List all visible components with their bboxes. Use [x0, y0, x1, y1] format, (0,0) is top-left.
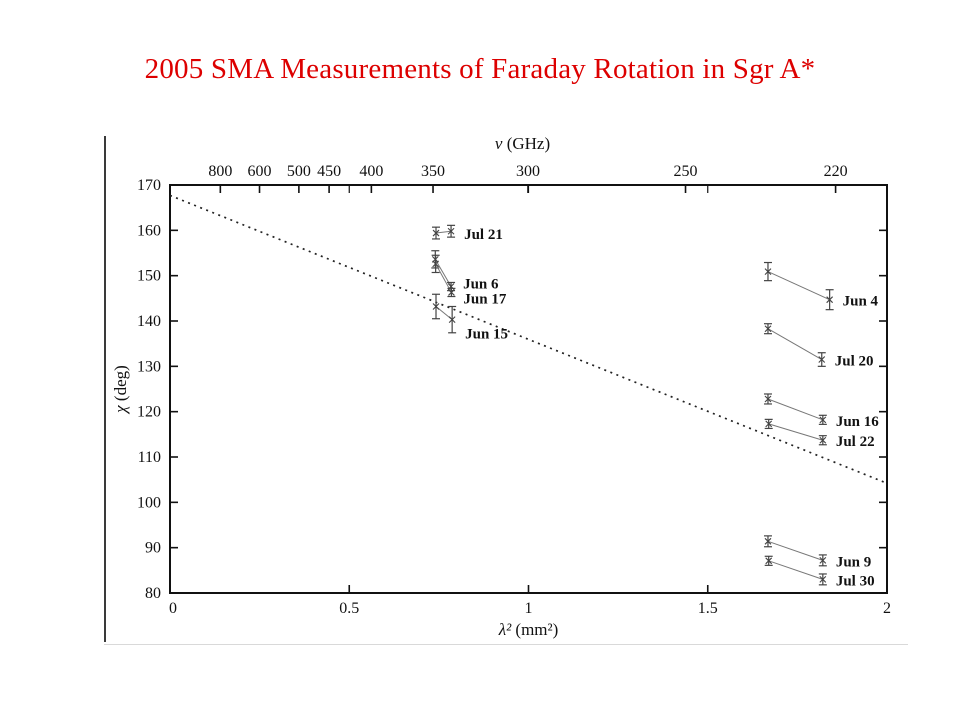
- data-point-marker: [765, 557, 773, 565]
- x-tick-label: 2: [883, 600, 891, 617]
- top-axis-label: ν (GHz): [495, 134, 550, 153]
- data-point-marker: [764, 395, 772, 403]
- series-connector: [768, 560, 823, 580]
- x-tick-label: 1.5: [698, 600, 718, 617]
- data-point-marker: [818, 356, 826, 363]
- x-tick-label: 1: [525, 600, 533, 617]
- date-label: Jun 9: [836, 554, 871, 570]
- data-point-marker: [819, 436, 827, 444]
- series-jun-17: Jun 17: [431, 254, 507, 307]
- series-connector: [767, 271, 830, 301]
- data-point-marker: [448, 289, 455, 296]
- top-tick-label: 450: [317, 163, 341, 180]
- y-tick-label: 140: [137, 313, 161, 330]
- data-point-marker: [432, 229, 440, 237]
- series-connector: [767, 398, 824, 421]
- series-jul-22: Jul 22: [764, 418, 875, 450]
- top-tick-label: 500: [287, 163, 311, 180]
- date-label: Jun 15: [465, 327, 508, 343]
- data-point-marker: [764, 268, 772, 275]
- y-tick-label: 100: [137, 494, 161, 511]
- y-tick-label: 130: [137, 358, 161, 375]
- y-tick-label: 120: [137, 404, 161, 421]
- series-connector: [768, 423, 823, 441]
- data-point-marker: [432, 260, 440, 268]
- series-jun-4: Jun 4: [763, 261, 879, 311]
- series-connector: [767, 540, 823, 561]
- date-label: Jul 20: [835, 354, 874, 370]
- y-tick-label: 150: [137, 268, 161, 285]
- data-point-marker: [819, 556, 827, 564]
- trend-line: [169, 194, 888, 485]
- y-axis-label: χ (deg): [111, 365, 130, 415]
- date-label: Jun 6: [463, 277, 499, 293]
- top-tick-label: 300: [516, 163, 540, 180]
- date-label: Jul 22: [836, 434, 875, 450]
- top-tick-label: 250: [674, 163, 698, 180]
- date-label: Jul 21: [464, 227, 503, 243]
- plot-frame: [169, 184, 888, 594]
- x-axis-label: λ² (mm²): [498, 620, 559, 639]
- top-tick-label: 220: [824, 163, 848, 180]
- x-tick-label: 0.5: [339, 600, 359, 617]
- figure-bottom-border: [104, 644, 908, 645]
- series-jul-20: Jul 20: [763, 323, 874, 370]
- slide-title: 2005 SMA Measurements of Faraday Rotatio…: [144, 53, 816, 85]
- data-point-marker: [447, 227, 455, 235]
- data-point-marker: [819, 576, 827, 583]
- data-point-marker: [765, 420, 773, 428]
- top-tick-label: 350: [421, 163, 445, 180]
- date-label: Jun 4: [843, 294, 879, 310]
- data-point-marker: [826, 296, 834, 304]
- figure-left-border: [104, 136, 106, 642]
- series-connector: [435, 263, 452, 293]
- y-tick-label: 80: [145, 585, 161, 602]
- data-point-marker: [432, 303, 440, 310]
- series-connector: [435, 230, 452, 234]
- series-jun-9: Jun 9: [763, 535, 871, 570]
- y-tick-label: 160: [137, 222, 161, 239]
- series-jun-15: Jun 15: [432, 293, 508, 343]
- date-label: Jun 16: [836, 414, 879, 430]
- x-tick-label: 0: [169, 600, 177, 617]
- series-jun-6: Jun 6: [431, 250, 499, 293]
- series-jul-21: Jul 21: [432, 224, 503, 243]
- top-tick-label: 600: [248, 163, 272, 180]
- y-tick-label: 170: [137, 177, 161, 194]
- data-point-marker: [764, 325, 772, 333]
- y-tick-label: 90: [145, 540, 161, 557]
- y-tick-label: 110: [138, 449, 161, 466]
- top-tick-label: 400: [359, 163, 383, 180]
- series-jun-16: Jun 16: [763, 393, 879, 430]
- data-point-marker: [448, 316, 456, 324]
- data-point-marker: [764, 537, 772, 545]
- date-label: Jul 30: [836, 573, 875, 589]
- top-tick-label: 800: [208, 163, 232, 180]
- series-jul-30: Jul 30: [764, 555, 875, 589]
- series-connector: [767, 328, 823, 360]
- date-label: Jun 17: [463, 291, 506, 307]
- data-point-marker: [819, 416, 827, 424]
